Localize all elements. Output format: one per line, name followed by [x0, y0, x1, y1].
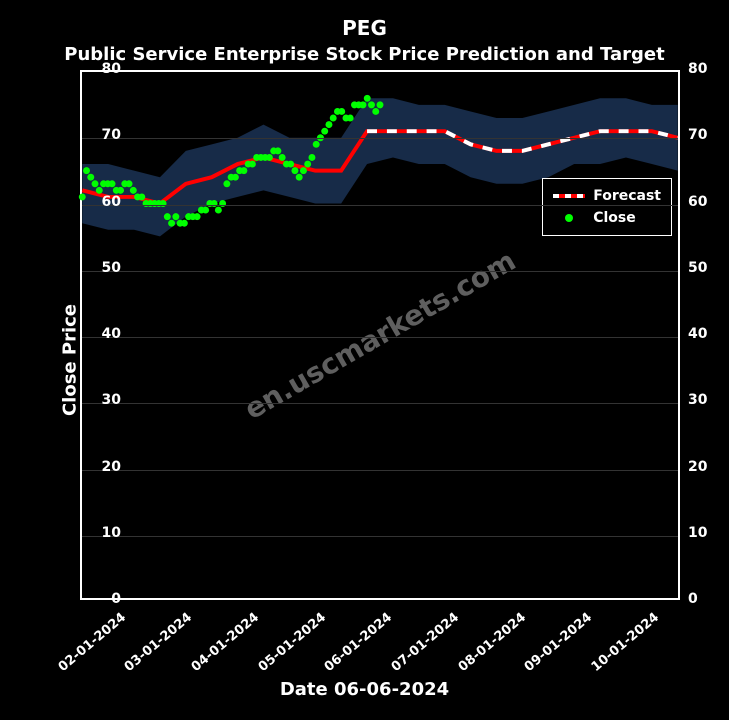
- xtick: 08-01-2024: [455, 612, 526, 675]
- grid-line: [82, 271, 678, 272]
- ytick-left: 40: [81, 326, 121, 342]
- chart-suptitle: PEG: [0, 16, 729, 40]
- xtick: 09-01-2024: [522, 612, 593, 675]
- legend-item-close: Close: [553, 207, 661, 229]
- ytick-right: 50: [688, 260, 728, 276]
- plot-area: en.uscmarkets.com Forecast Close: [80, 70, 680, 600]
- stock-chart-figure: PEG Public Service Enterprise Stock Pric…: [0, 0, 729, 720]
- xtick: 10-01-2024: [589, 612, 660, 675]
- ytick-left: 50: [81, 260, 121, 276]
- grid-line: [82, 536, 678, 537]
- ytick-right: 40: [688, 326, 728, 342]
- ytick-right: 70: [688, 127, 728, 143]
- ytick-right: 0: [688, 591, 728, 607]
- ytick-left: 80: [81, 61, 121, 77]
- ytick-left: 20: [81, 459, 121, 475]
- chart-legend: Forecast Close: [542, 178, 672, 236]
- xtick: 04-01-2024: [189, 612, 260, 675]
- ytick-left: 0: [81, 591, 121, 607]
- grid-line: [82, 470, 678, 471]
- y-axis-label: Close Price: [60, 304, 81, 416]
- ytick-right: 30: [688, 392, 728, 408]
- x-axis-label: Date 06-06-2024: [0, 679, 729, 700]
- xtick: 05-01-2024: [255, 612, 326, 675]
- legend-swatch-close: [553, 214, 585, 222]
- ytick-right: 10: [688, 525, 728, 541]
- ytick-left: 70: [81, 127, 121, 143]
- grid-line: [82, 337, 678, 338]
- ytick-left: 10: [81, 525, 121, 541]
- xtick: 07-01-2024: [389, 612, 460, 675]
- legend-label-close: Close: [593, 210, 636, 226]
- ytick-left: 30: [81, 392, 121, 408]
- grid-line: [82, 403, 678, 404]
- ytick-left: 60: [81, 194, 121, 210]
- xtick: 03-01-2024: [122, 612, 193, 675]
- grid-line: [82, 138, 678, 139]
- grid-line: [82, 205, 678, 206]
- ytick-right: 60: [688, 194, 728, 210]
- xtick: 06-01-2024: [322, 612, 393, 675]
- legend-label-forecast: Forecast: [593, 188, 661, 204]
- ytick-right: 20: [688, 459, 728, 475]
- xtick: 02-01-2024: [55, 612, 126, 675]
- ytick-right: 80: [688, 61, 728, 77]
- legend-swatch-forecast: [553, 194, 585, 198]
- close-scatter: [82, 72, 678, 598]
